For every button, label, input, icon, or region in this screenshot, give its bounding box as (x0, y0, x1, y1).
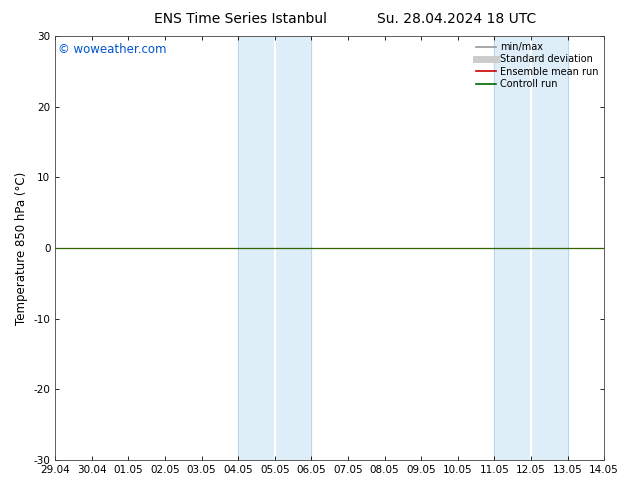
Text: © woweather.com: © woweather.com (58, 43, 167, 55)
Text: Su. 28.04.2024 18 UTC: Su. 28.04.2024 18 UTC (377, 12, 536, 26)
Text: ENS Time Series Istanbul: ENS Time Series Istanbul (155, 12, 327, 26)
Bar (495, 36, 567, 460)
Y-axis label: Temperature 850 hPa (°C): Temperature 850 hPa (°C) (15, 172, 28, 325)
Legend: min/max, Standard deviation, Ensemble mean run, Controll run: min/max, Standard deviation, Ensemble me… (476, 41, 599, 90)
Bar (238, 36, 311, 460)
